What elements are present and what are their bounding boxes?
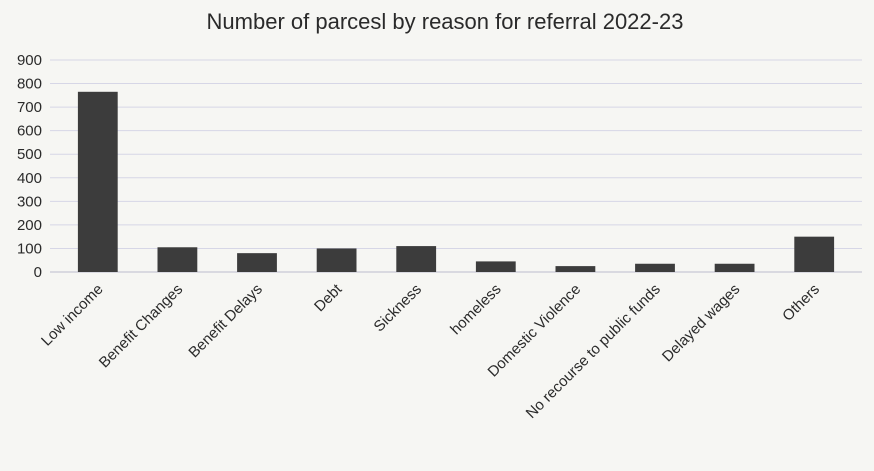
y-tick-label: 200: [17, 217, 42, 234]
x-tick-label: Sickness: [371, 281, 425, 335]
chart-title: Number of parcesl by reason for referral…: [207, 9, 684, 34]
bar-5: [475, 261, 516, 272]
bar-4: [396, 246, 437, 272]
bar-9: [794, 236, 835, 272]
y-tick-label: 0: [34, 264, 42, 281]
x-tick-label: Debt: [311, 280, 346, 315]
bar-1: [157, 247, 198, 272]
bar-6: [555, 266, 596, 272]
x-tick-label: Low income: [38, 281, 107, 350]
bar-2: [237, 253, 277, 272]
y-tick-label: 900: [17, 52, 42, 69]
y-tick-label: 700: [17, 99, 42, 116]
x-tick-label: Delayed wages: [659, 281, 744, 366]
x-tick-label: Benefit Changes: [96, 281, 186, 371]
y-tick-label: 300: [17, 193, 42, 210]
x-tick-label: Benefit Delays: [185, 281, 265, 361]
x-tick-label: homeless: [447, 281, 504, 338]
gridlines: [50, 59, 862, 273]
y-tick-label: 500: [17, 146, 42, 163]
bar-0: [77, 91, 118, 272]
bar-3: [316, 248, 357, 272]
y-tick-label: 800: [17, 76, 42, 93]
y-tick-label: 100: [17, 240, 42, 257]
y-tick-label: 400: [17, 170, 42, 187]
x-tick-label: No recourse to public funds: [523, 281, 664, 422]
bar-7: [635, 263, 675, 272]
y-axis-ticks: 0 100 200 300 400 500 600 700 800 900: [17, 52, 42, 281]
y-tick-label: 600: [17, 123, 42, 140]
x-tick-label: Others: [779, 281, 823, 325]
bars: [77, 91, 835, 272]
bar-8: [714, 263, 755, 272]
